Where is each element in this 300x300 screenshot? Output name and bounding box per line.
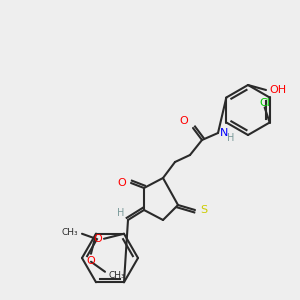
Text: CH₃: CH₃: [109, 271, 126, 280]
Text: O: O: [117, 178, 126, 188]
Text: N: N: [220, 128, 228, 138]
Text: H: H: [117, 208, 124, 218]
Text: S: S: [200, 205, 207, 215]
Text: O: O: [87, 256, 95, 266]
Text: O: O: [93, 234, 102, 244]
Text: H: H: [227, 133, 234, 143]
Text: Cl: Cl: [259, 98, 270, 107]
Text: O: O: [179, 116, 188, 126]
Text: CH₃: CH₃: [61, 228, 78, 237]
Text: OH: OH: [269, 85, 286, 95]
